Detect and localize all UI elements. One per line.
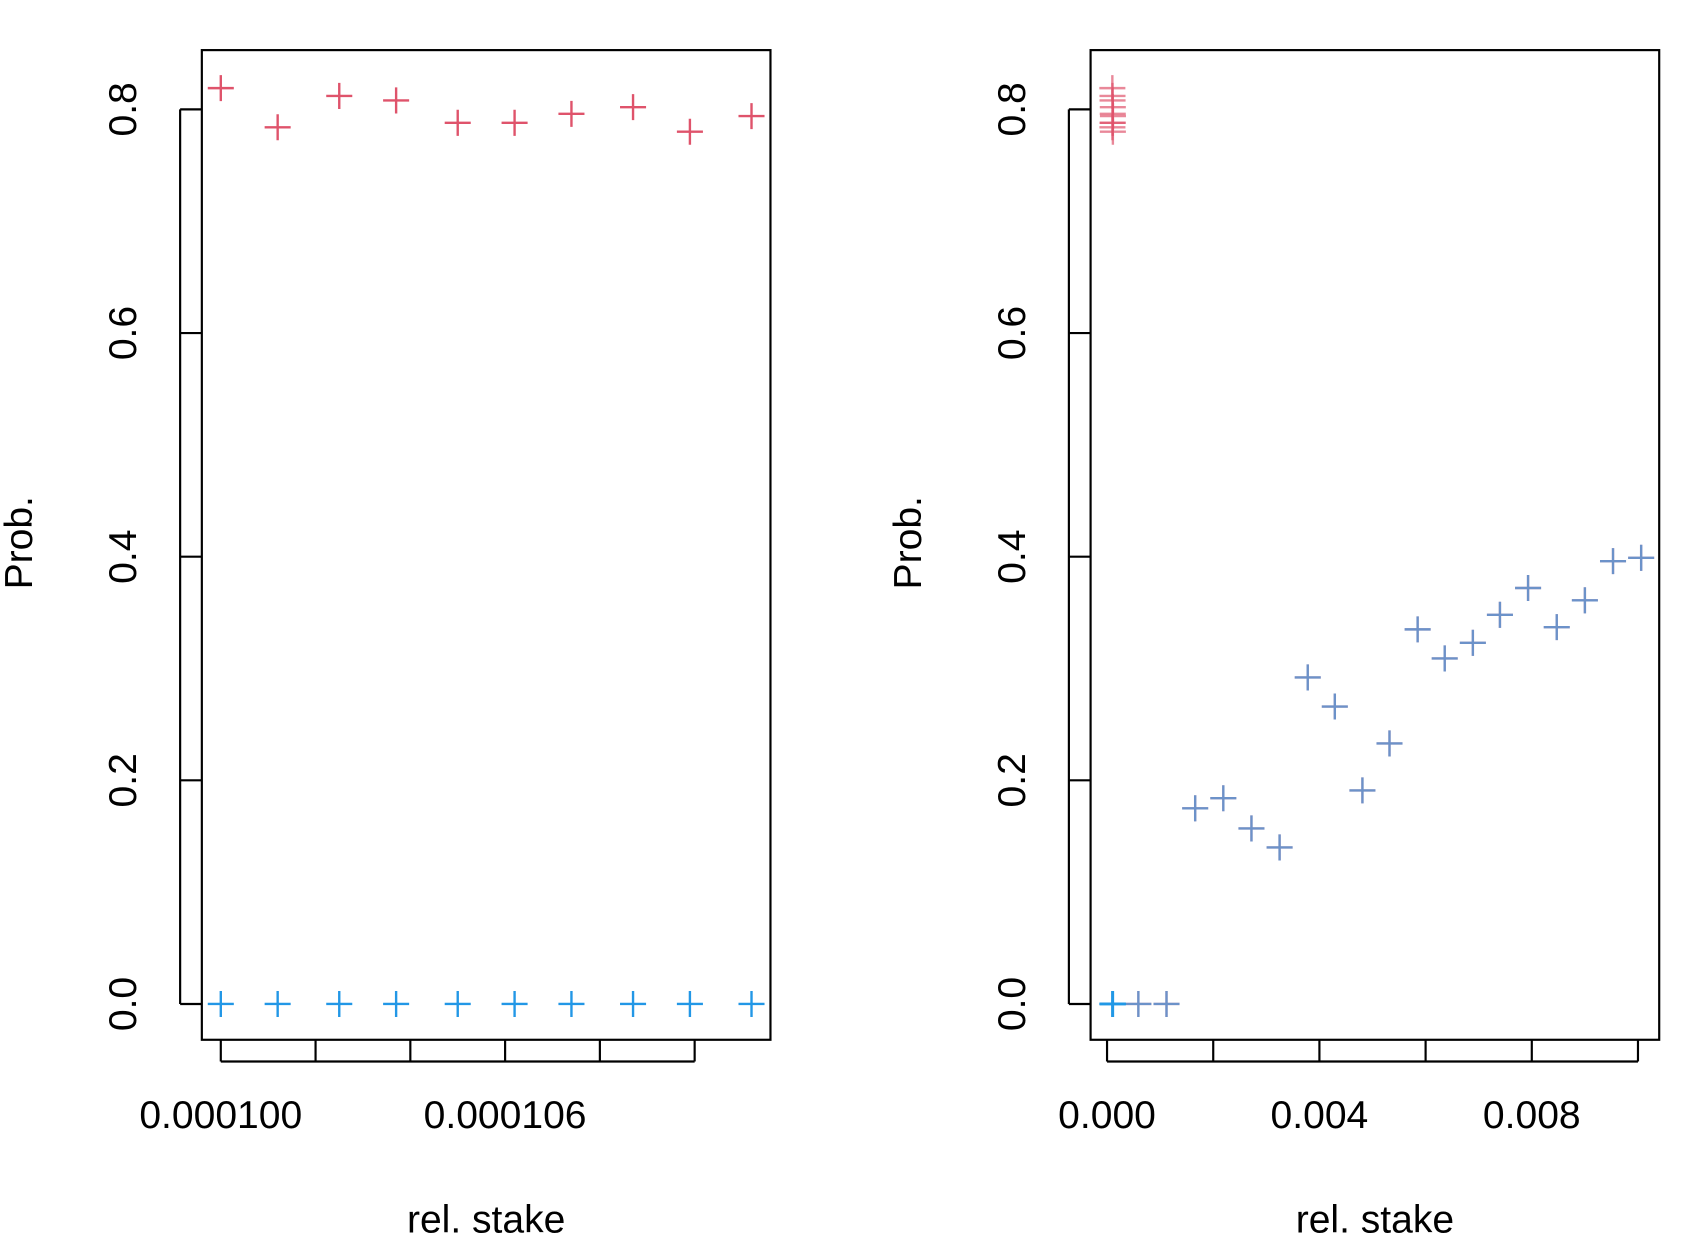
point (1486, 601, 1513, 628)
point (1459, 629, 1486, 656)
point (326, 990, 353, 1018)
point (620, 990, 647, 1018)
plot-frame (200, 49, 772, 1041)
point (738, 990, 765, 1018)
point (383, 990, 410, 1018)
y-tick-label: 0.2 (102, 753, 145, 807)
point (326, 82, 353, 109)
point (1571, 587, 1598, 614)
point (620, 94, 647, 121)
point (383, 87, 410, 114)
point (1543, 614, 1570, 641)
y-tick-label: 0.6 (991, 306, 1034, 360)
point (207, 990, 234, 1018)
y-axis-label: Prob. (0, 496, 41, 589)
point (501, 109, 528, 136)
x-axis-label: rel. stake (407, 1198, 565, 1241)
y-tick-label: 0.6 (102, 306, 145, 360)
y-tick-label: 0.8 (102, 82, 145, 136)
point (558, 990, 585, 1018)
y-tick-label: 0.2 (991, 753, 1034, 807)
point (1182, 795, 1209, 822)
point (1349, 777, 1376, 804)
point (1431, 645, 1458, 672)
point (676, 990, 703, 1018)
point (1628, 544, 1655, 571)
point (501, 990, 528, 1018)
point (676, 118, 703, 145)
y-tick-label: 0.4 (991, 530, 1034, 584)
y-tick-label: 0.8 (991, 82, 1034, 136)
point (1404, 616, 1431, 643)
point (444, 109, 471, 136)
point (1266, 834, 1293, 861)
point (1321, 693, 1348, 720)
point (1294, 664, 1321, 691)
x-tick-label: 0.004 (1271, 1094, 1369, 1137)
point (1599, 548, 1627, 575)
point (1238, 815, 1265, 842)
point (1099, 103, 1126, 130)
point (1210, 785, 1237, 812)
y-tick-label: 0.4 (102, 530, 145, 584)
y-tick-label: 0.0 (991, 977, 1034, 1031)
point (1099, 990, 1126, 1018)
y-tick-label: 0.0 (102, 977, 145, 1031)
x-tick-label: 0.000 (1058, 1094, 1156, 1137)
point (207, 75, 234, 102)
plot-frame (1089, 49, 1661, 1041)
x-tick-label: 0.000100 (139, 1094, 302, 1137)
point (444, 990, 471, 1018)
y-axis-label: Prob. (887, 496, 930, 589)
x-axis-label: rel. stake (1296, 1198, 1454, 1241)
point (1376, 730, 1403, 757)
x-tick-label: 0.008 (1483, 1094, 1581, 1137)
point (264, 114, 291, 141)
point (1153, 990, 1180, 1018)
point (1125, 990, 1152, 1018)
x-tick-label: 0.000106 (424, 1094, 587, 1137)
point (1515, 574, 1542, 602)
point (738, 103, 765, 130)
point (558, 100, 585, 127)
point (264, 990, 291, 1018)
